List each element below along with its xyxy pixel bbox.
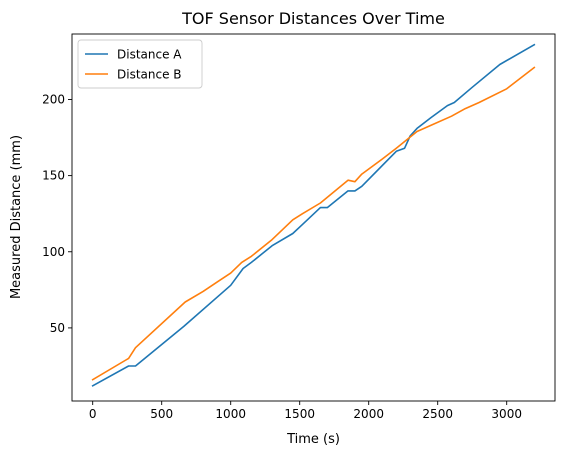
y-tick-label: 200 — [42, 92, 65, 106]
legend-box — [77, 39, 203, 89]
x-tick-label: 2000 — [353, 407, 384, 421]
series-line-1 — [91, 43, 536, 387]
chart-title: TOF Sensor Distances Over Time — [181, 9, 445, 28]
y-tick-label: 100 — [42, 245, 65, 259]
plot-area: 0 500 1000 1500 2000 2500 3000 50 100 150 200 Dista… — [42, 33, 556, 421]
y-axis-label: Measured Distance (mm) — [9, 135, 24, 299]
axes-frame — [71, 33, 556, 402]
y-tick-label: 50 — [50, 321, 65, 335]
legend-label-1: Distance A — [117, 48, 182, 62]
x-tick-label: 0 — [89, 407, 97, 421]
x-tick-label: 1500 — [284, 407, 315, 421]
y-tick-label: 150 — [42, 169, 65, 183]
legend-label-2: Distance B — [117, 68, 182, 82]
x-axis-label: Time (s) — [286, 432, 340, 447]
x-tick-label: 3000 — [491, 407, 522, 421]
series-line-2 — [91, 66, 536, 381]
x-tick-label: 500 — [150, 407, 173, 421]
x-tick-label: 2500 — [422, 407, 453, 421]
x-tick-label: 1000 — [215, 407, 246, 421]
legend: Distance A Distance B — [77, 39, 203, 89]
